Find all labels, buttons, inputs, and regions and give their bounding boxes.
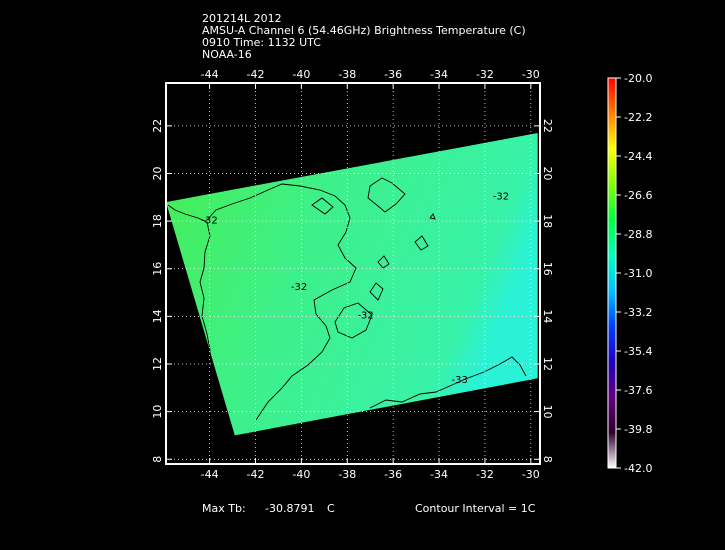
lon-tick-label-bottom: -40 bbox=[292, 468, 310, 481]
contour-label: -32 bbox=[201, 215, 217, 226]
header-line-date: 201214L 2012 bbox=[202, 12, 282, 25]
colorbar-label: -37.6 bbox=[624, 384, 652, 397]
colorbar-label: -33.2 bbox=[624, 306, 652, 319]
colorbar-strip bbox=[607, 77, 617, 469]
contour-label: -32 bbox=[291, 282, 307, 293]
lat-tick-label-left: 22 bbox=[151, 119, 164, 133]
lat-tick-label-left: 20 bbox=[151, 166, 164, 180]
lon-tick-label-top: -36 bbox=[384, 68, 402, 81]
colorbar-label: -26.6 bbox=[624, 189, 652, 202]
map-plot: -32 -32 -32 -32 -33 -44 -42 -40 -38 -36 -34 -32 -30… bbox=[151, 68, 554, 481]
lat-tick-label-right: 12 bbox=[541, 357, 554, 371]
lon-tick-label-bottom: -32 bbox=[476, 468, 494, 481]
contour-line bbox=[429, 213, 436, 220]
colorbar-labels: -20.0 -22.2 -24.4 -26.6 -28.8 -31.0 -33.2 -35.4… bbox=[616, 72, 652, 475]
lat-tick-label-left: 8 bbox=[151, 456, 164, 463]
contour-line bbox=[204, 183, 357, 421]
contour-line bbox=[311, 197, 334, 215]
contour-line bbox=[414, 235, 429, 251]
lon-tick-label-bottom: -42 bbox=[247, 468, 265, 481]
lon-tick-label-top: -34 bbox=[430, 68, 448, 81]
colorbar: -20.0 -22.2 -24.4 -26.6 -28.8 -31.0 -33.2 -35.4… bbox=[607, 72, 652, 475]
contour-line bbox=[367, 177, 406, 213]
lon-tick-label-top: -40 bbox=[292, 68, 310, 81]
lat-tick-label-right: 18 bbox=[541, 214, 554, 228]
colorbar-label: -35.4 bbox=[624, 345, 652, 358]
lat-tick-label-right: 16 bbox=[541, 262, 554, 276]
max-tb-unit: C bbox=[327, 502, 335, 515]
lat-tick-label-left: 18 bbox=[151, 214, 164, 228]
contour-label: -33 bbox=[452, 375, 468, 386]
lon-tick-label-bottom: -34 bbox=[430, 468, 448, 481]
lon-tick-label-top: -42 bbox=[247, 68, 265, 81]
contour-line bbox=[377, 255, 390, 269]
header-line-title: AMSU-A Channel 6 (54.46GHz) Brightness T… bbox=[202, 24, 526, 37]
colorbar-label: -20.0 bbox=[624, 72, 652, 85]
lon-tick-label-top: -44 bbox=[201, 68, 219, 81]
colorbar-label: -28.8 bbox=[624, 228, 652, 241]
colorbar-label: -42.0 bbox=[624, 462, 652, 475]
plot-frame bbox=[165, 82, 541, 465]
lat-tick-label-right: 20 bbox=[541, 166, 554, 180]
colorbar-label: -31.0 bbox=[624, 267, 652, 280]
lat-tick-label-left: 12 bbox=[151, 357, 164, 371]
lat-tick-label-right: 14 bbox=[541, 309, 554, 323]
lat-tick-label-right: 22 bbox=[541, 119, 554, 133]
contour-label-group: -32 -32 -32 -32 -33 bbox=[201, 192, 509, 386]
plot-footer: Max Tb: -30.8791 C Contour Interval = 1C bbox=[202, 502, 536, 515]
header-line-time: 0910 Time: 1132 UTC bbox=[202, 36, 321, 49]
latitude-axis-left: 8 10 12 14 16 18 20 22 bbox=[151, 119, 172, 463]
colorbar-label: -39.8 bbox=[624, 423, 652, 436]
contour-lines bbox=[167, 177, 527, 433]
lat-tick-label-left: 10 bbox=[151, 405, 164, 419]
header-line-satellite: NOAA-16 bbox=[202, 48, 252, 61]
lon-tick-label-bottom: -36 bbox=[384, 468, 402, 481]
brightness-temperature-swath bbox=[166, 133, 538, 436]
max-tb-value: -30.8791 bbox=[265, 502, 314, 515]
longitude-axis-top: -44 -42 -40 -38 -36 -34 -32 -30 bbox=[201, 68, 540, 89]
lon-tick-label-bottom: -38 bbox=[338, 468, 356, 481]
lat-tick-label-right: 8 bbox=[541, 456, 554, 463]
colorbar-label: -22.2 bbox=[624, 111, 652, 124]
contour-line bbox=[334, 302, 373, 339]
contour-label: -32 bbox=[357, 311, 373, 322]
contour-label: -32 bbox=[493, 192, 509, 203]
latitude-axis-right: 8 10 12 14 16 18 20 22 bbox=[534, 119, 554, 463]
contour-interval-text: Contour Interval = 1C bbox=[415, 502, 536, 515]
plot-header: 201214L 2012 AMSU-A Channel 6 (54.46GHz)… bbox=[202, 12, 526, 61]
lon-tick-label-top: -32 bbox=[476, 68, 494, 81]
contour-line bbox=[369, 282, 384, 301]
lat-tick-label-left: 16 bbox=[151, 262, 164, 276]
contour-line bbox=[369, 356, 527, 409]
contour-line bbox=[167, 204, 232, 433]
colorbar-label: -24.4 bbox=[624, 150, 652, 163]
lon-tick-label-bottom: -44 bbox=[201, 468, 219, 481]
lat-tick-label-right: 10 bbox=[541, 405, 554, 419]
max-tb-label: Max Tb: bbox=[202, 502, 246, 515]
longitude-axis-bottom: -44 -42 -40 -38 -36 -34 -32 -30 bbox=[201, 458, 540, 481]
lon-tick-label-top: -38 bbox=[338, 68, 356, 81]
lon-tick-label-bottom: -30 bbox=[522, 468, 540, 481]
lat-tick-label-left: 14 bbox=[151, 309, 164, 323]
lon-tick-label-top: -30 bbox=[522, 68, 540, 81]
